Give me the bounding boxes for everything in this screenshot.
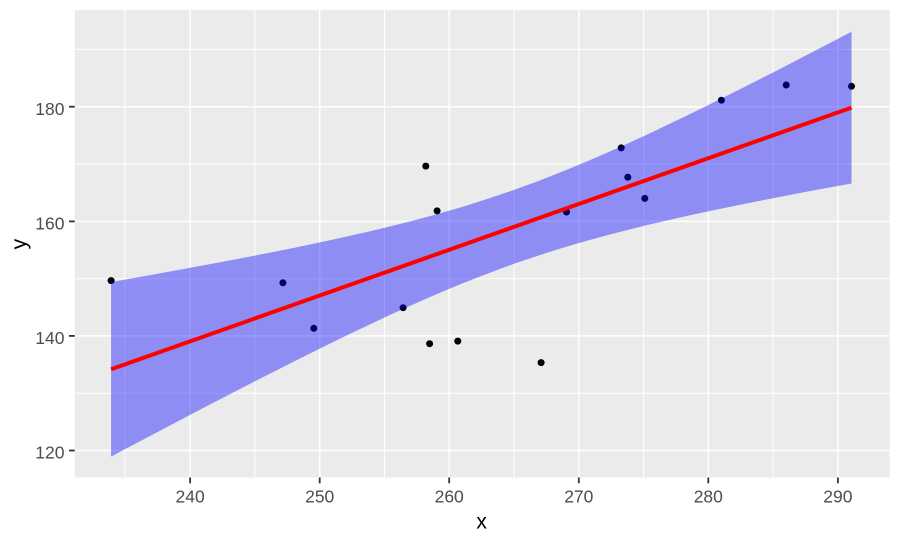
- svg-text:x: x: [476, 511, 487, 534]
- svg-text:290: 290: [823, 487, 852, 507]
- svg-text:180: 180: [35, 99, 64, 119]
- svg-text:140: 140: [35, 328, 64, 348]
- svg-text:280: 280: [694, 487, 723, 507]
- svg-text:160: 160: [35, 214, 64, 234]
- svg-text:240: 240: [175, 487, 204, 507]
- svg-text:270: 270: [564, 487, 593, 507]
- svg-text:120: 120: [35, 443, 64, 463]
- svg-text:y: y: [8, 238, 31, 249]
- svg-text:250: 250: [305, 487, 334, 507]
- svg-text:260: 260: [435, 487, 464, 507]
